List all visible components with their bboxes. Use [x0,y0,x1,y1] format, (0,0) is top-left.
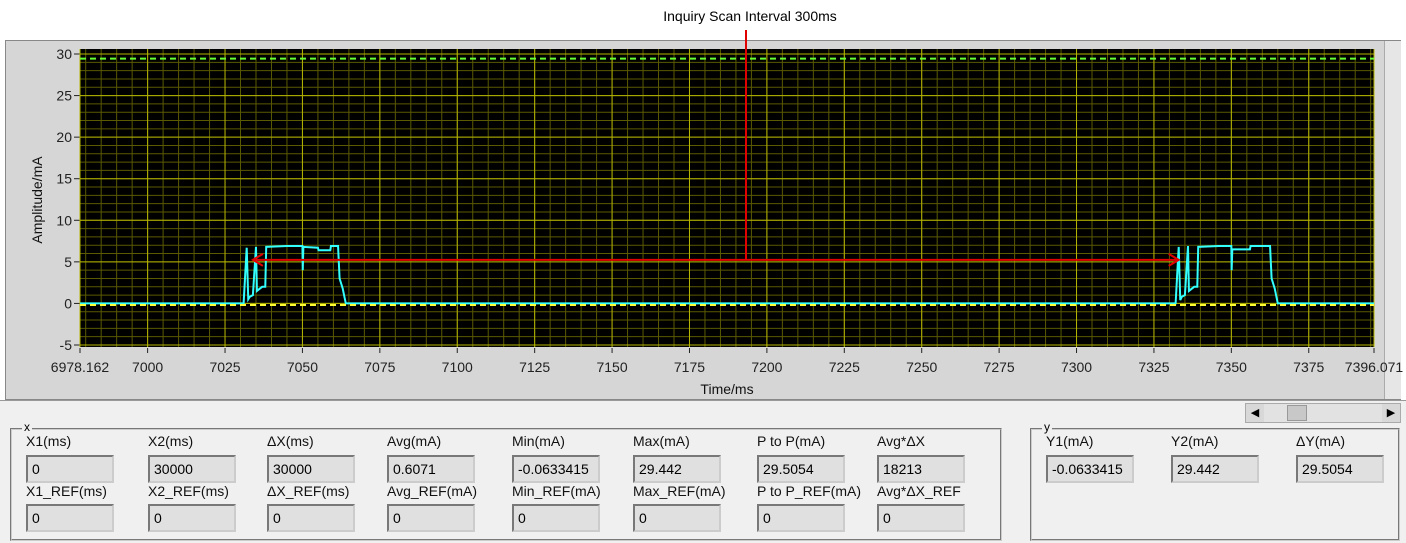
y-tick-label: 30 [56,46,72,62]
cursor-value-field[interactable]: 0 [757,504,845,532]
cursor-label: Avg*ΔX_REF [877,483,961,499]
x-cursor-group: x [10,420,1002,541]
y-tick-label: 15 [56,171,72,187]
group-label: x [22,420,32,434]
scroll-thumb[interactable] [1287,405,1307,421]
cursor-label: X1(ms) [26,433,72,449]
x-tick-label: 7025 [209,359,240,375]
x-tick-label: 7200 [751,359,782,375]
x-tick-label: 7250 [906,359,937,375]
scroll-left-arrow-icon[interactable]: ◀ [1246,404,1264,422]
cursor-label: ΔX_REF(ms) [267,483,350,499]
cursor-label: Max(mA) [633,433,690,449]
x-tick-label: 7225 [829,359,860,375]
x-tick-label: 7075 [364,359,395,375]
y-tick-label: 20 [56,129,72,145]
cursor-panel: x y X1(ms) 0 X2(ms) 30000 ΔX(ms) 30000 Avg(mA)… [0,400,1406,543]
group-label: y [1042,420,1052,434]
cursor-label: Avg*ΔX [877,433,926,449]
cursor-value-field[interactable]: 0 [877,504,965,532]
y-tick-label: 10 [56,212,72,228]
x-axis-label: Time/ms [700,381,753,397]
plot-area [80,49,1374,347]
arrow-left-head-icon [250,252,264,267]
cursor-value-field[interactable]: 0 [633,504,721,532]
x-tick-label: 7175 [674,359,705,375]
y-tick-label: 25 [56,88,72,104]
cursor-label: P to P_REF(mA) [757,483,861,499]
cursor-value-field[interactable]: 30000 [148,455,236,483]
cursor-value-field[interactable]: 30000 [267,455,355,483]
cursor-value-field[interactable]: -0.0633415 [512,455,600,483]
cursor-value-field[interactable]: 0 [148,504,236,532]
cursor-label: Avg_REF(mA) [387,483,477,499]
arrow-right-head-icon [1168,252,1181,267]
cursor-label: Avg(mA) [387,433,442,449]
x-tick-label: 7000 [132,359,163,375]
x-tick-label: 6978.162 [51,359,110,375]
cursor-label: X1_REF(ms) [26,483,107,499]
x-tick-label: 7300 [1061,359,1092,375]
scroll-right-arrow-icon[interactable]: ▶ [1382,404,1400,422]
x-tick-label: 7275 [984,359,1015,375]
cursor-value-field[interactable]: 0 [26,504,114,532]
y-cursor-group: y [1030,420,1400,541]
y-axis-label: Amplitude/mA [29,156,45,244]
y-cursor-value-field[interactable]: 29.5054 [1296,455,1384,483]
cursor-value-field[interactable]: 0 [512,504,600,532]
cursor-value-field[interactable]: 29.5054 [757,455,845,483]
x-tick-label: 7375 [1293,359,1324,375]
x-tick-label: 7150 [596,359,627,375]
y-cursor-value-field[interactable]: -0.0633415 [1046,455,1134,483]
x-tick-label: 7325 [1138,359,1169,375]
cursor-label: X2(ms) [148,433,194,449]
cursor-label: Max_REF(mA) [633,483,726,499]
x-tick-label: 7050 [287,359,318,375]
interval-annotation: Inquiry Scan Interval 300ms [663,8,837,24]
cursor-label: X2_REF(ms) [148,483,229,499]
y-cursor-label: Y1(mA) [1046,433,1094,449]
y-cursor-value-field[interactable]: 29.442 [1171,455,1259,483]
y-tick-label: 0 [64,295,72,311]
x-tick-label: 7100 [442,359,473,375]
current-trace [80,245,1374,305]
cursor-value-field[interactable]: 0 [267,504,355,532]
y-cursor-label: Y2(mA) [1171,433,1219,449]
y-tick-label: -5 [60,337,73,353]
y-tick-label: 5 [64,254,72,270]
cursor-label: Min_REF(mA) [512,483,601,499]
cursor-value-field[interactable]: 0.6071 [387,455,475,483]
x-tick-label: 7125 [519,359,550,375]
waveform-chart: 30 25 20 15 10 5 0 -5 6978.162 7000 7025 7050 7075 71… [29,30,1404,397]
horizontal-scrollbar[interactable]: ◀ ▶ [1245,403,1401,423]
x-tick-label: 7396.071 [1345,359,1404,375]
cursor-label: ΔX(ms) [267,433,314,449]
cursor-value-field[interactable]: 0 [26,455,114,483]
cursor-value-field[interactable]: 0 [387,504,475,532]
vertical-scrollbar[interactable] [1384,41,1401,399]
cursor-value-field[interactable]: 18213 [877,455,965,483]
cursor-label: P to P(mA) [757,433,826,449]
y-cursor-label: ΔY(mA) [1296,433,1346,449]
cursor-value-field[interactable]: 29.442 [633,455,721,483]
cursor-label: Min(mA) [512,433,565,449]
x-tick-label: 7350 [1216,359,1247,375]
